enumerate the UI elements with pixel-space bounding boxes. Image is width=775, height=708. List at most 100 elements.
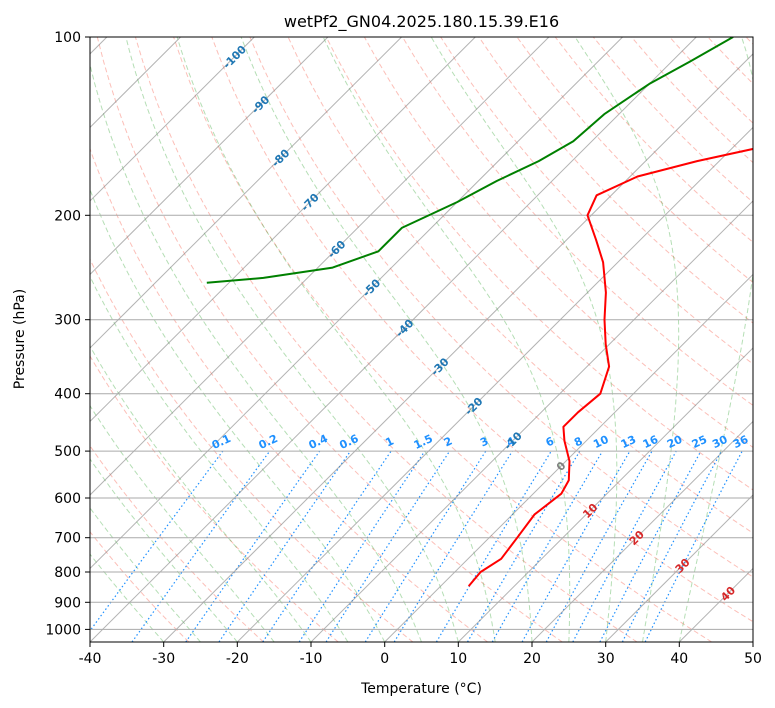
dry-adiabat-line	[211, 37, 753, 623]
isotherm-line	[90, 37, 697, 642]
dry-adiabat-line	[249, 37, 753, 578]
mixing-ratio-line	[298, 450, 426, 642]
y-tick-label: 300	[54, 313, 81, 329]
isotherm-label: 10	[580, 501, 600, 521]
isotherm-line	[605, 494, 753, 642]
moist-adiabat-line	[240, 37, 533, 642]
x-tick-label: 10	[449, 651, 467, 667]
temperature-profile-line	[467, 147, 753, 587]
moist-adiabat-line	[90, 404, 275, 642]
plot-frame	[89, 36, 754, 643]
isotherm-line	[236, 126, 753, 642]
x-tick-label: -30	[152, 651, 175, 667]
dewpoint-profile-line	[206, 37, 734, 284]
mixing-ratio-line	[545, 450, 653, 642]
dry-adiabat-line	[90, 355, 339, 642]
dry-adiabat-line	[516, 37, 753, 284]
mixing-ratio-label: 0.4	[307, 432, 330, 452]
isotherm-line	[90, 37, 476, 423]
isotherm-label: -90	[249, 93, 272, 116]
mixing-ratio-line	[466, 450, 581, 642]
dry-adiabat-line	[90, 147, 488, 642]
mixing-ratio-line	[90, 450, 224, 632]
isotherm-line	[90, 37, 255, 202]
dry-adiabat-line	[592, 37, 753, 203]
mixing-ratio-line	[364, 450, 487, 642]
moist-adiabat-line	[90, 188, 386, 642]
isotherm-line	[90, 37, 329, 276]
dry-adiabat-line	[669, 37, 753, 124]
plot-annotations: 0.1 0.2 0.4 0.6 1 1.5 2 3 4 6 8 10 13 16 20 25 30 36-100-…	[210, 43, 751, 604]
x-tick-label: -40	[79, 651, 102, 667]
chart-title: wetPf2_GN04.2025.180.15.39.E16	[284, 12, 559, 32]
x-axis-label: Temperature (°C)	[360, 681, 482, 697]
dry-adiabat-line	[173, 37, 712, 642]
mixing-ratio-line	[325, 450, 451, 642]
y-axis-label: Pressure (hPa)	[12, 289, 28, 389]
dry-adiabat-line	[745, 37, 753, 45]
dry-adiabat-line	[90, 258, 414, 642]
isotherm-line	[310, 200, 753, 642]
x-tick-label: 30	[597, 651, 615, 667]
moist-adiabat-line	[90, 62, 422, 642]
mixing-ratio-line	[435, 450, 552, 642]
dry-adiabat-line	[96, 37, 563, 642]
y-tick-label: 900	[54, 595, 81, 611]
mixing-ratio-label: 3	[478, 434, 490, 449]
plot-background	[90, 37, 753, 642]
isotherm-line	[531, 420, 753, 642]
dry-adiabat-line	[90, 530, 190, 642]
isotherm-line	[90, 37, 623, 570]
mixing-ratio-label: 16	[641, 433, 661, 451]
mixing-ratio-label: 36	[731, 433, 751, 451]
mixing-ratio-line	[393, 450, 513, 642]
mixing-ratio-label: 13	[619, 433, 638, 451]
moist-adiabat-line	[176, 37, 496, 642]
dry-adiabat-line	[90, 445, 264, 642]
x-tick-label: 40	[670, 651, 688, 667]
mixing-ratio-line	[572, 450, 677, 642]
moist-adiabat-line	[90, 507, 201, 642]
dry-adiabat-line	[402, 37, 753, 406]
isotherm-label: -60	[325, 238, 348, 261]
isotherm-line	[457, 347, 753, 642]
isotherm-line	[90, 37, 402, 349]
mixing-ratio-line	[262, 450, 392, 642]
mixing-ratio-label: 10	[591, 433, 611, 451]
mixing-ratio-line	[185, 450, 321, 642]
x-tick-label: 50	[744, 651, 762, 667]
x-tick-label: -10	[300, 651, 323, 667]
dry-adiabat-line	[707, 37, 753, 85]
y-tick-label: 400	[54, 387, 81, 403]
mixing-ratio-label: 0.1	[210, 432, 233, 452]
y-tick-label: 1000	[45, 622, 81, 638]
mixing-ratio-line	[599, 450, 702, 642]
dry-adiabat-line	[478, 37, 753, 324]
isotherm-line	[384, 273, 753, 642]
mixing-ratio-label: 8	[572, 434, 584, 449]
mixing-ratio-label: 1	[383, 434, 395, 449]
mixing-ratio-line	[521, 450, 631, 642]
isotherm-line	[752, 641, 753, 642]
y-tick-label: 500	[54, 444, 81, 460]
y-tick-label: 600	[54, 491, 81, 507]
isotherm-line	[163, 53, 753, 642]
x-tick-label: 0	[380, 651, 389, 667]
mixing-ratio-line	[218, 450, 351, 642]
dry-adiabat-line	[134, 37, 638, 642]
moist-adiabat-line	[90, 345, 312, 642]
mixing-ratio-label: 20	[665, 433, 685, 451]
moist-adiabat-line	[574, 37, 680, 642]
y-tick-label: 800	[54, 565, 81, 581]
y-tick-label: 100	[54, 30, 81, 46]
plot-lines	[206, 37, 753, 587]
moist-adiabat-line	[125, 37, 459, 642]
isotherm-line	[90, 37, 550, 496]
isotherm-label: -30	[428, 355, 451, 378]
y-tick-label: 700	[54, 531, 81, 547]
dry-adiabat-line	[325, 37, 753, 491]
dry-adiabat-line	[440, 37, 753, 365]
moist-adiabat-line	[678, 37, 753, 642]
x-tick-label: -20	[226, 651, 249, 667]
